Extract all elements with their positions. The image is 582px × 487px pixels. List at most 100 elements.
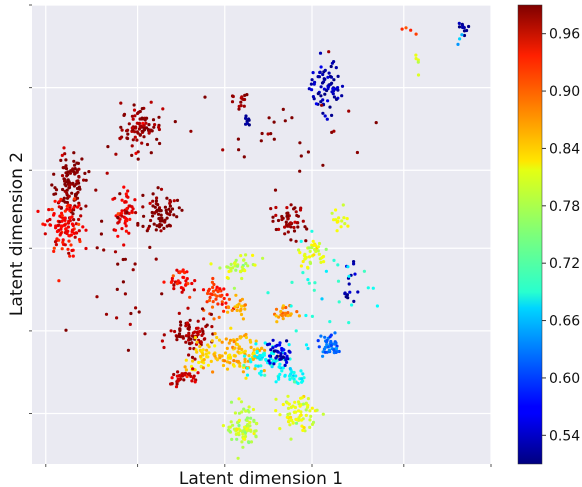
data-point bbox=[70, 248, 74, 253]
cluster-31 bbox=[64, 152, 176, 352]
data-point bbox=[124, 216, 128, 220]
data-point bbox=[151, 192, 155, 196]
data-point bbox=[279, 352, 283, 356]
data-point bbox=[87, 170, 91, 174]
data-point bbox=[290, 280, 294, 284]
data-point bbox=[228, 338, 233, 342]
data-point bbox=[142, 124, 146, 128]
data-point bbox=[247, 405, 251, 409]
data-point bbox=[147, 224, 151, 228]
data-point bbox=[176, 379, 180, 383]
cluster-7 bbox=[36, 197, 88, 283]
data-point bbox=[283, 119, 287, 123]
data-point bbox=[289, 312, 293, 316]
data-point bbox=[306, 150, 310, 154]
data-point bbox=[122, 243, 126, 247]
data-point bbox=[163, 205, 167, 209]
data-point bbox=[226, 305, 230, 309]
data-point bbox=[295, 310, 299, 314]
data-point bbox=[157, 217, 161, 221]
data-point bbox=[278, 341, 282, 345]
data-point bbox=[240, 265, 244, 269]
data-point bbox=[233, 346, 237, 350]
data-point bbox=[188, 372, 192, 376]
data-point bbox=[284, 358, 288, 362]
data-point bbox=[312, 82, 316, 86]
data-point bbox=[198, 354, 203, 359]
data-point bbox=[118, 192, 122, 196]
data-point bbox=[308, 418, 312, 422]
data-point bbox=[242, 407, 246, 411]
data-point bbox=[116, 234, 120, 238]
data-point bbox=[137, 310, 141, 314]
data-point bbox=[285, 211, 289, 215]
cluster-1 bbox=[456, 33, 464, 47]
colorbar[interactable] bbox=[517, 4, 543, 465]
data-point bbox=[240, 347, 244, 351]
data-point bbox=[67, 251, 71, 255]
data-point bbox=[226, 310, 230, 314]
data-point bbox=[188, 295, 192, 299]
cluster-17 bbox=[273, 304, 301, 324]
data-point bbox=[301, 271, 305, 275]
data-point bbox=[254, 364, 258, 368]
data-point bbox=[335, 229, 339, 233]
data-point bbox=[301, 428, 305, 432]
data-point bbox=[285, 339, 289, 343]
data-point bbox=[347, 274, 351, 278]
data-point bbox=[281, 366, 285, 370]
data-point bbox=[133, 130, 137, 134]
data-point bbox=[323, 68, 327, 72]
data-point bbox=[293, 400, 297, 404]
data-point bbox=[181, 288, 186, 292]
data-point bbox=[220, 300, 224, 304]
data-point bbox=[299, 154, 303, 158]
data-point bbox=[294, 421, 299, 425]
data-point bbox=[238, 269, 243, 273]
data-point bbox=[198, 329, 202, 334]
data-point bbox=[52, 246, 56, 250]
data-point bbox=[264, 357, 268, 362]
data-point bbox=[141, 121, 145, 125]
data-point bbox=[281, 216, 285, 220]
data-point bbox=[301, 372, 305, 376]
data-point bbox=[77, 217, 81, 222]
data-point bbox=[248, 420, 252, 424]
data-point bbox=[312, 97, 316, 101]
data-point bbox=[299, 418, 304, 422]
data-point bbox=[341, 203, 345, 207]
data-point bbox=[233, 411, 237, 415]
data-point bbox=[155, 137, 159, 141]
data-point bbox=[316, 339, 320, 343]
data-point bbox=[280, 314, 284, 318]
data-point bbox=[324, 269, 328, 273]
y-axis-label: Latent dimension 2 bbox=[7, 152, 27, 316]
data-point bbox=[153, 211, 157, 215]
data-point bbox=[228, 425, 232, 429]
data-point bbox=[209, 262, 213, 266]
data-point bbox=[236, 420, 240, 425]
data-point bbox=[84, 178, 88, 182]
data-point bbox=[310, 406, 314, 410]
data-point bbox=[315, 408, 319, 412]
data-point bbox=[50, 207, 54, 212]
data-point bbox=[251, 357, 255, 361]
data-point bbox=[82, 178, 86, 182]
data-point bbox=[258, 371, 262, 375]
data-point bbox=[235, 437, 239, 441]
data-point bbox=[215, 335, 219, 340]
data-point bbox=[184, 358, 188, 362]
data-point bbox=[234, 258, 238, 262]
data-point bbox=[50, 183, 54, 187]
data-point bbox=[277, 375, 281, 379]
data-point bbox=[334, 350, 338, 354]
data-point bbox=[326, 99, 330, 103]
data-point bbox=[181, 269, 185, 273]
data-point bbox=[285, 401, 289, 405]
data-point bbox=[294, 329, 298, 333]
data-point bbox=[319, 65, 323, 69]
data-point bbox=[57, 279, 61, 283]
data-point bbox=[185, 270, 189, 274]
data-point bbox=[243, 269, 247, 273]
data-point bbox=[298, 169, 302, 173]
